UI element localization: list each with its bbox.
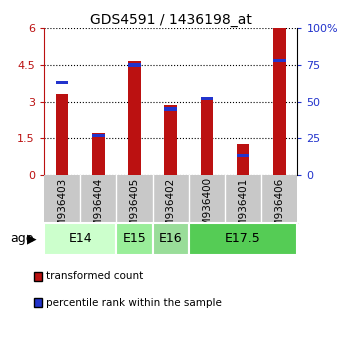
Bar	[116, 223, 152, 255]
Text: E15: E15	[123, 232, 146, 245]
Bar	[44, 223, 116, 255]
Bar	[152, 223, 189, 255]
Bar	[164, 105, 177, 175]
Text: ▶: ▶	[27, 232, 37, 245]
Bar	[128, 61, 141, 175]
Bar	[237, 154, 249, 158]
Bar	[200, 97, 213, 100]
Bar	[56, 81, 68, 84]
Text: E14: E14	[68, 232, 92, 245]
Text: GSM936402: GSM936402	[166, 177, 176, 241]
Bar	[92, 134, 104, 137]
Bar	[273, 59, 286, 62]
Text: E16: E16	[159, 232, 183, 245]
Text: age: age	[10, 232, 34, 245]
Title: GDS4591 / 1436198_at: GDS4591 / 1436198_at	[90, 13, 251, 27]
Text: E17.5: E17.5	[225, 232, 261, 245]
Bar	[164, 107, 177, 110]
Text: GSM936404: GSM936404	[93, 177, 103, 241]
Bar	[273, 28, 286, 175]
Text: percentile rank within the sample: percentile rank within the sample	[46, 298, 221, 308]
Bar	[200, 98, 213, 175]
Bar	[56, 94, 68, 175]
Text: GSM936403: GSM936403	[57, 177, 67, 241]
Bar	[92, 133, 104, 175]
Text: GSM936401: GSM936401	[238, 177, 248, 241]
Bar	[237, 144, 249, 175]
Text: transformed count: transformed count	[46, 271, 143, 281]
Text: GSM936400: GSM936400	[202, 177, 212, 240]
Text: GSM936406: GSM936406	[274, 177, 284, 241]
Text: GSM936405: GSM936405	[129, 177, 140, 241]
Bar	[189, 223, 297, 255]
Bar	[128, 63, 141, 67]
